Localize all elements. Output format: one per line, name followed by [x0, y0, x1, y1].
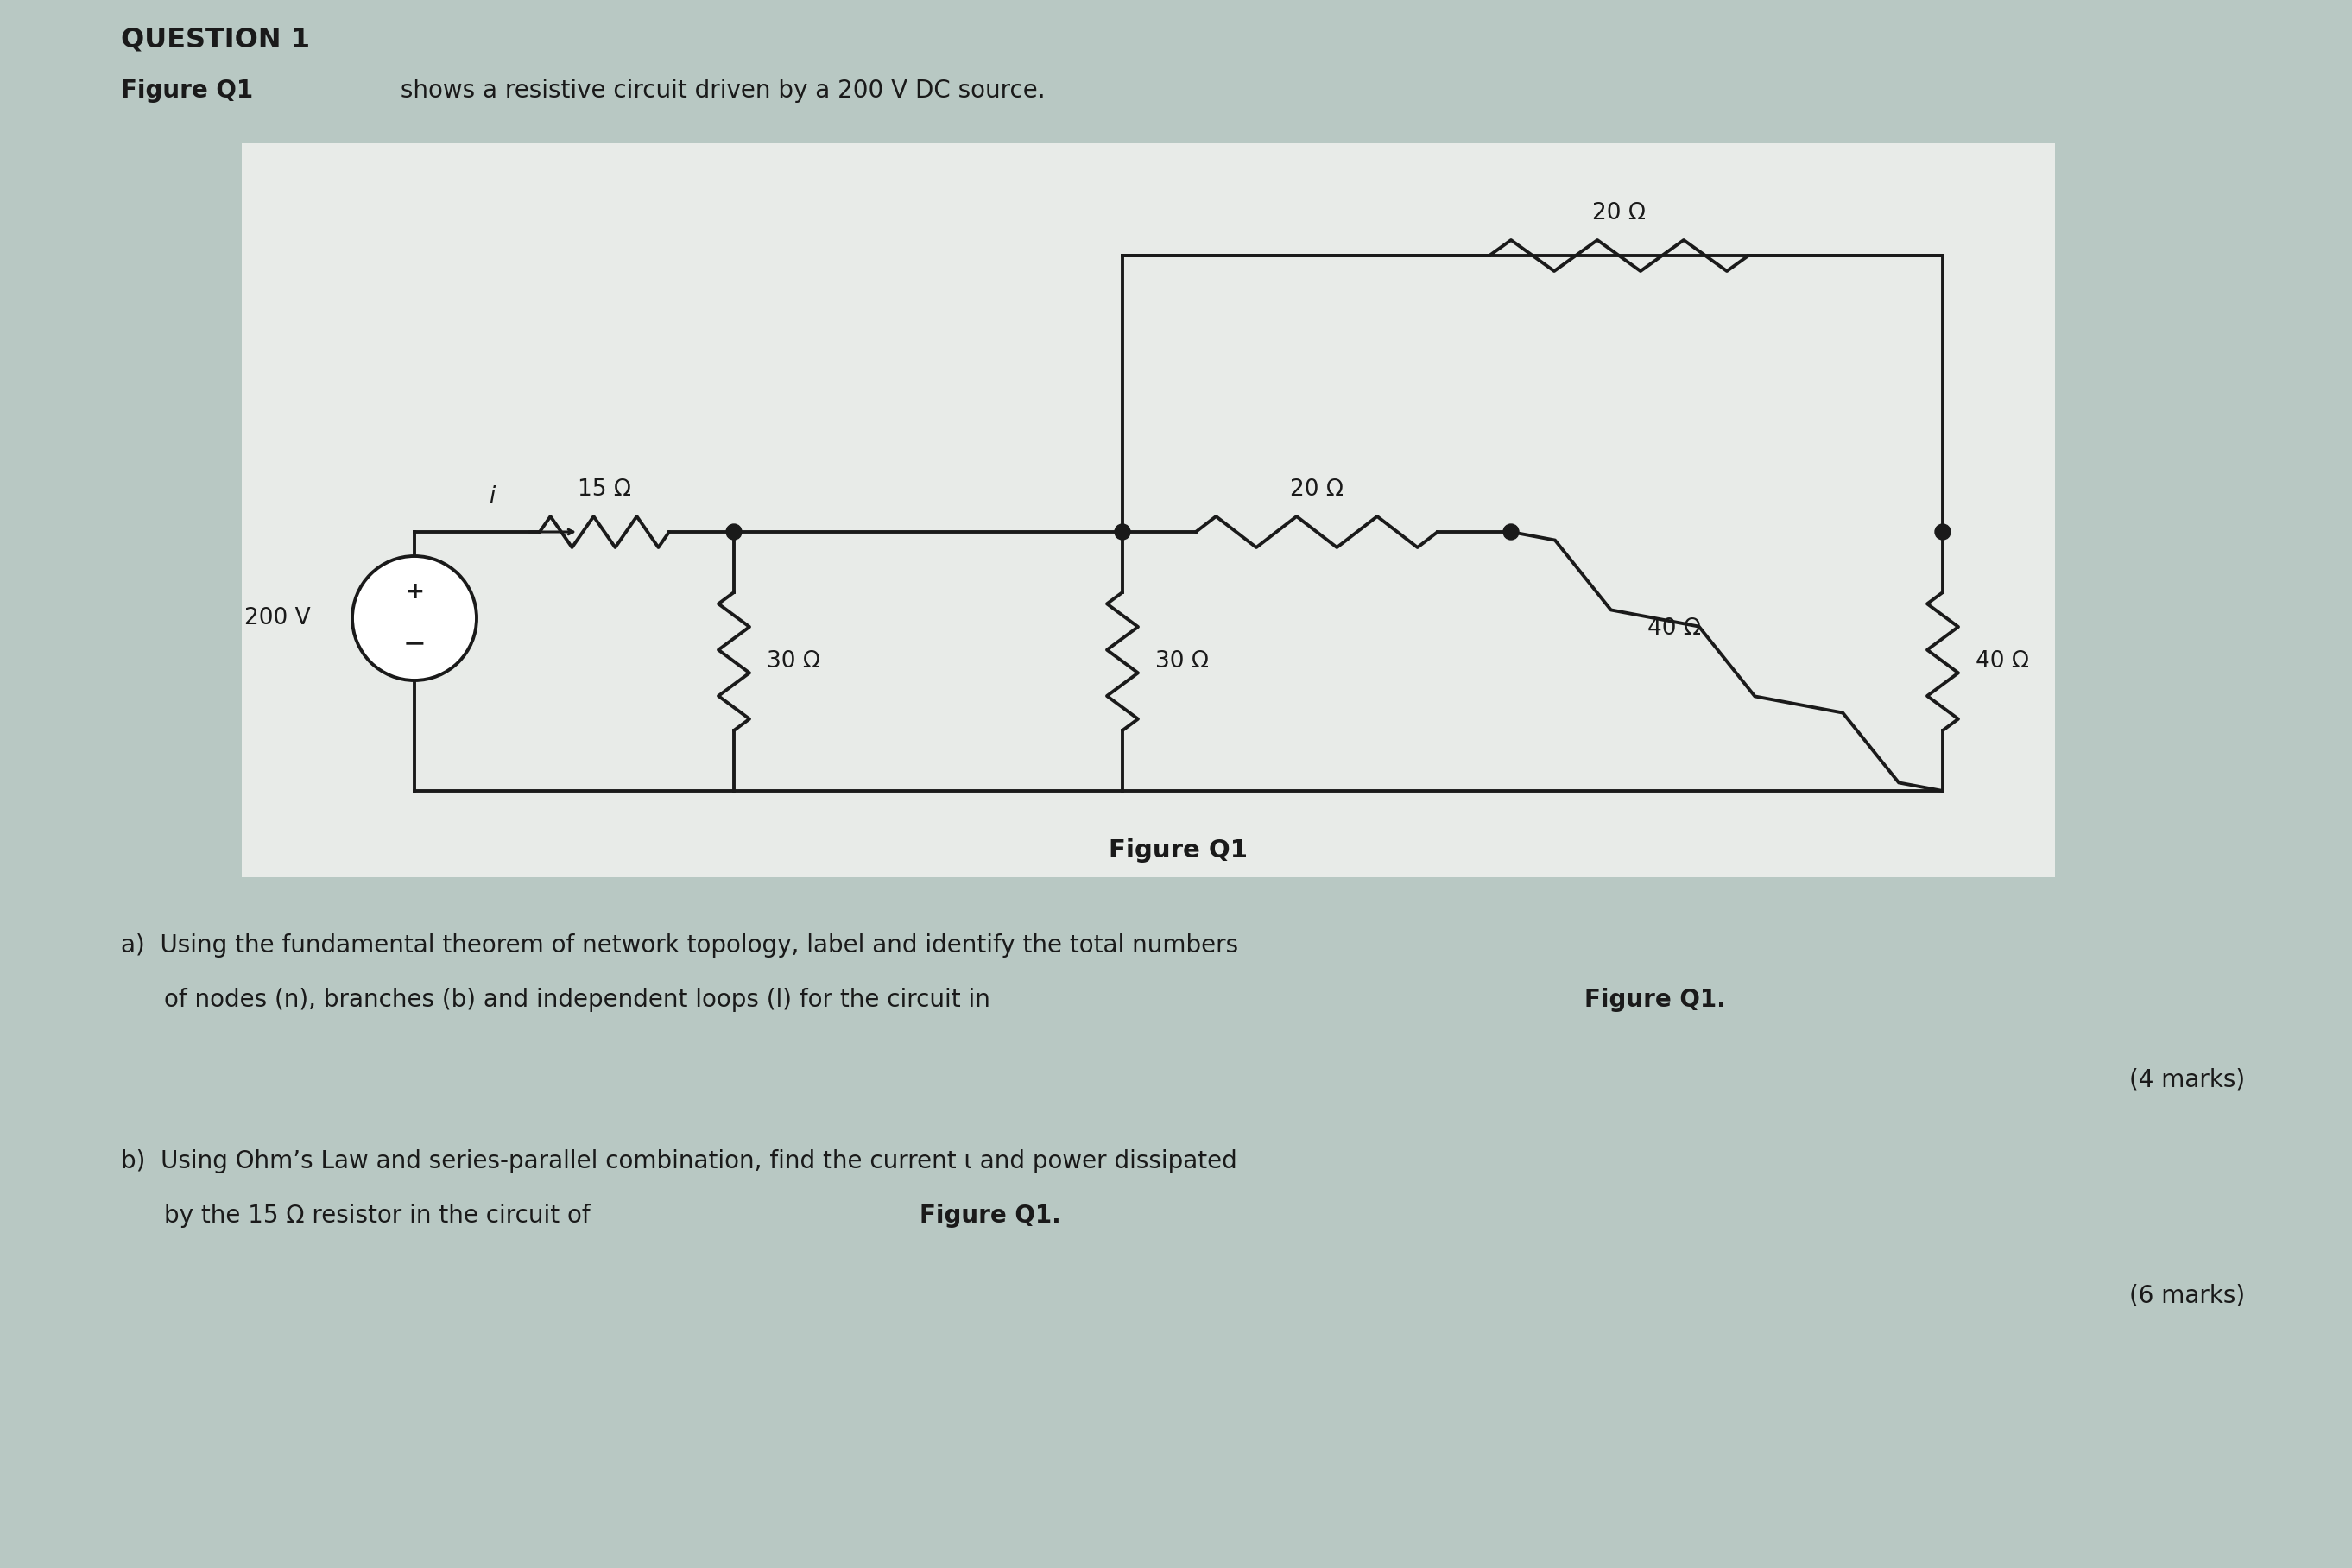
Text: −: − — [402, 630, 426, 657]
Circle shape — [1936, 524, 1950, 539]
Text: (6 marks): (6 marks) — [2129, 1283, 2244, 1308]
Text: Figure Q1.: Figure Q1. — [1585, 988, 1726, 1011]
Text: 15 Ω: 15 Ω — [579, 478, 630, 500]
Text: 30 Ω: 30 Ω — [767, 651, 821, 673]
Text: Figure Q1: Figure Q1 — [1110, 839, 1249, 862]
FancyBboxPatch shape — [242, 143, 2056, 877]
Circle shape — [1115, 524, 1131, 539]
Text: (4 marks): (4 marks) — [2129, 1068, 2244, 1091]
Text: 20 Ω: 20 Ω — [1289, 478, 1343, 500]
Circle shape — [727, 524, 741, 539]
Circle shape — [1503, 524, 1519, 539]
Text: Figure Q1.: Figure Q1. — [920, 1204, 1061, 1228]
Text: 40 Ω: 40 Ω — [1976, 651, 2030, 673]
Text: 200 V: 200 V — [245, 607, 310, 629]
Text: 40 Ω: 40 Ω — [1646, 618, 1700, 640]
Text: shows a resistive circuit driven by a 200 V DC source.: shows a resistive circuit driven by a 20… — [393, 78, 1044, 103]
Text: a)  Using the fundamental theorem of network topology, label and identify the to: a) Using the fundamental theorem of netw… — [120, 933, 1237, 958]
Text: b)  Using Ohm’s Law and series-parallel combination, find the current ι and powe: b) Using Ohm’s Law and series-parallel c… — [120, 1149, 1237, 1173]
Text: 30 Ω: 30 Ω — [1155, 651, 1209, 673]
Text: QUESTION 1: QUESTION 1 — [120, 27, 310, 53]
Text: Figure Q1: Figure Q1 — [120, 78, 254, 103]
Text: of nodes (n), branches (b) and independent loops (l) for the circuit in: of nodes (n), branches (b) and independe… — [165, 988, 997, 1011]
Text: by the 15 Ω resistor in the circuit of: by the 15 Ω resistor in the circuit of — [165, 1204, 597, 1228]
Text: +: + — [405, 582, 423, 604]
Text: i: i — [489, 485, 496, 508]
Circle shape — [353, 557, 477, 681]
Text: 20 Ω: 20 Ω — [1592, 202, 1646, 224]
